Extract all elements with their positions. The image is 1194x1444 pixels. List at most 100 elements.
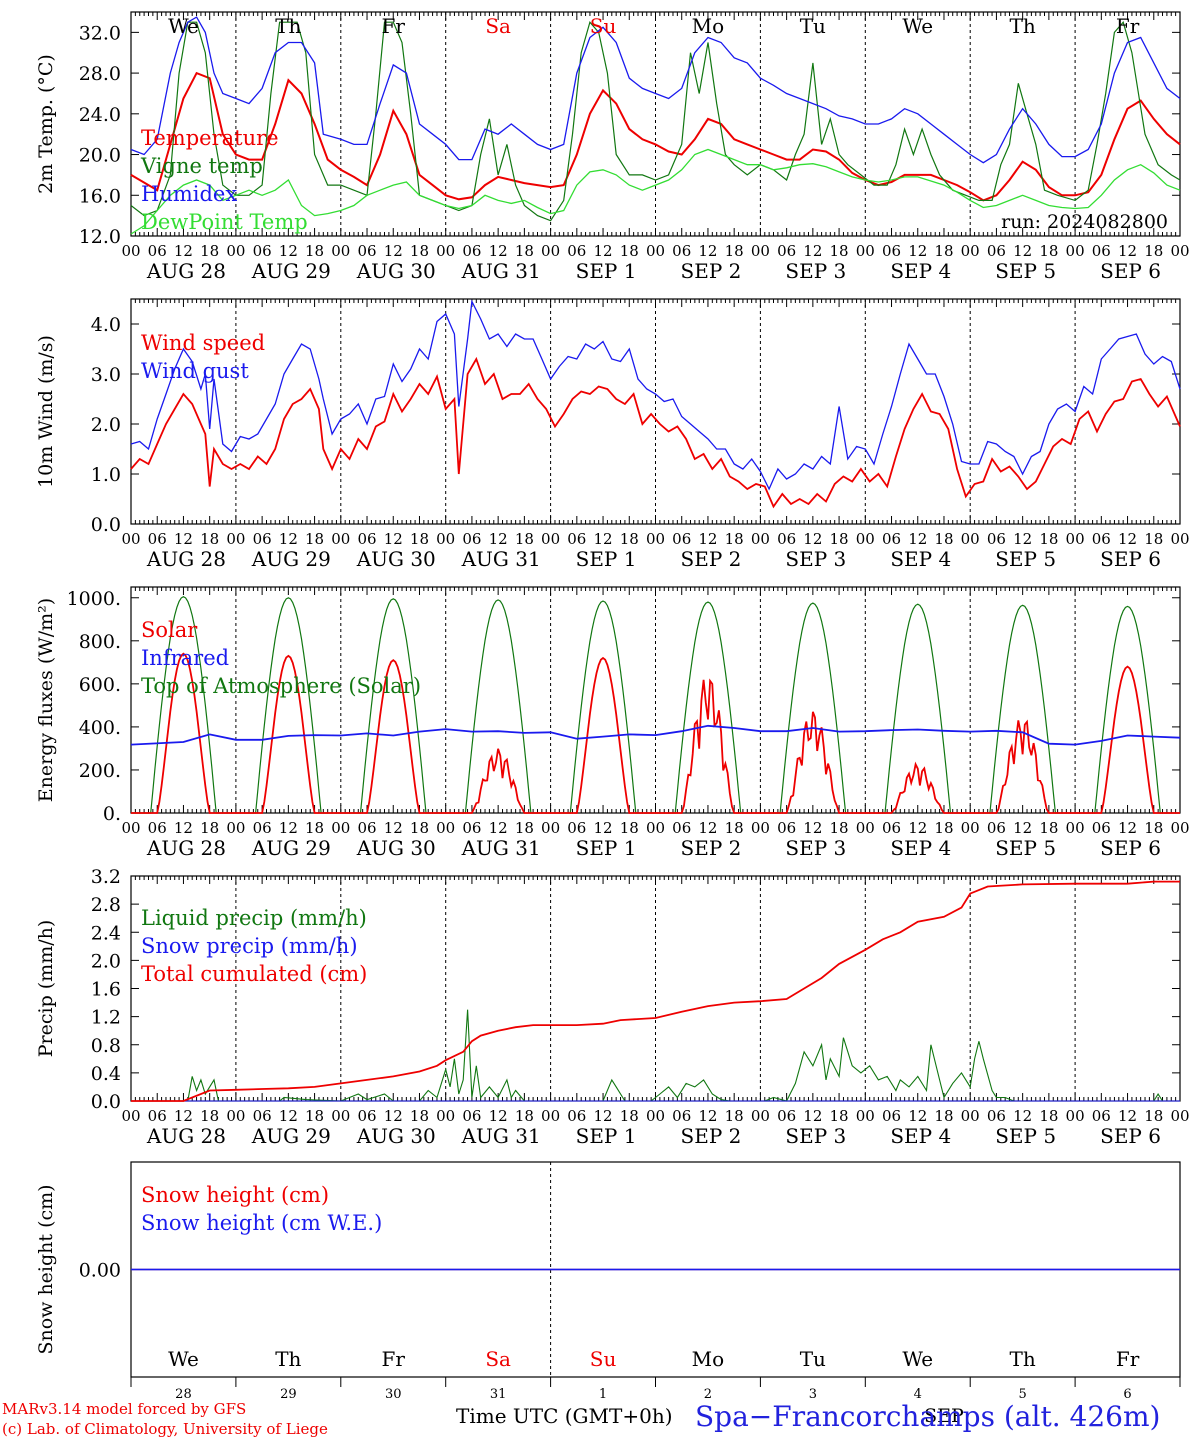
date-label: SEP 5	[995, 1124, 1056, 1148]
x-tick-label: 18	[515, 530, 534, 548]
x-tick-label: 18	[410, 242, 429, 260]
x-tick-label: 18	[830, 819, 849, 837]
x-tick-label: 00	[226, 242, 245, 260]
x-tick-label: 18	[620, 530, 639, 548]
date-label: SEP 3	[785, 1124, 846, 1148]
x-tick-label: 00	[1066, 530, 1085, 548]
x-tick-label: 06	[357, 819, 376, 837]
legend-entry: Vigne temp	[140, 154, 263, 178]
weekday-label: Fr	[1116, 14, 1140, 38]
x-tick-label: 18	[1039, 819, 1058, 837]
y-tick-label: 20.0	[79, 145, 121, 167]
day-number-label: 2	[704, 1387, 712, 1402]
x-tick-label: 00	[541, 819, 560, 837]
x-tick-label: 00	[331, 530, 350, 548]
x-tick-label: 12	[384, 242, 403, 260]
x-tick-label: 18	[934, 242, 953, 260]
x-tick-label: 06	[148, 1107, 167, 1125]
x-tick-label: 18	[200, 819, 219, 837]
x-tick-label: 00	[961, 819, 980, 837]
weekday-label: Su	[590, 1347, 617, 1371]
date-label: SEP 6	[1100, 547, 1161, 571]
legend-entry: Wind speed	[141, 331, 265, 355]
x-tick-label: 18	[620, 242, 639, 260]
weekday-label: Th	[275, 1347, 301, 1371]
x-tick-label: 18	[620, 1107, 639, 1125]
x-tick-label: 06	[462, 530, 481, 548]
weekday-label: Tu	[800, 1347, 826, 1371]
y-tick-label: 3.2	[91, 866, 121, 888]
x-tick-label: 06	[987, 530, 1006, 548]
x-tick-label: 12	[1013, 242, 1032, 260]
x-tick-label: 06	[567, 530, 586, 548]
x-tick-label: 06	[1092, 530, 1111, 548]
x-tick-label: 00	[121, 530, 140, 548]
x-tick-label: 00	[646, 819, 665, 837]
lab-credit: (c) Lab. of Climatology, University of L…	[2, 1420, 328, 1438]
y-tick-label: 2.4	[91, 922, 121, 944]
x-tick-label: 18	[725, 242, 744, 260]
x-tick-label: 18	[725, 530, 744, 548]
x-tick-label: 06	[672, 1107, 691, 1125]
x-tick-label: 06	[987, 1107, 1006, 1125]
x-tick-label: 18	[305, 530, 324, 548]
date-label: SEP 1	[576, 547, 637, 571]
x-tick-label: 06	[882, 242, 901, 260]
x-tick-label: 18	[830, 530, 849, 548]
x-tick-label: 06	[148, 242, 167, 260]
x-tick-label: 12	[803, 530, 822, 548]
x-tick-label: 12	[698, 819, 717, 837]
date-label: AUG 29	[251, 1124, 331, 1148]
x-tick-label: 18	[200, 530, 219, 548]
legend-entry: Total cumulated (cm)	[141, 962, 367, 986]
x-tick-label: 00	[646, 1107, 665, 1125]
x-tick-label: 18	[515, 242, 534, 260]
x-tick-label: 00	[856, 530, 875, 548]
legend-entry: Top of Atmosphere (Solar)	[141, 674, 421, 698]
weekday-label: Mo	[692, 14, 725, 38]
x-tick-label: 12	[1013, 819, 1032, 837]
x-tick-label: 06	[882, 819, 901, 837]
x-tick-label: 12	[174, 530, 193, 548]
x-tick-label: 06	[1092, 1107, 1111, 1125]
x-tick-label: 00	[541, 1107, 560, 1125]
y-tick-label: 200.	[79, 760, 121, 782]
date-label: AUG 30	[356, 259, 436, 283]
x-tick-label: 12	[1118, 242, 1137, 260]
y-axis-label: Snow height (cm)	[35, 1184, 57, 1354]
weekday-label: Sa	[485, 14, 511, 38]
weekday-label: Th	[1010, 14, 1036, 38]
legend-entry: Snow height (cm W.E.)	[141, 1211, 382, 1235]
weekday-label: We	[902, 14, 933, 38]
x-tick-label: 18	[830, 1107, 849, 1125]
x-tick-label: 00	[1066, 1107, 1085, 1125]
x-tick-label: 00	[751, 242, 770, 260]
x-tick-label: 12	[594, 242, 613, 260]
x-tick-label: 06	[148, 530, 167, 548]
y-tick-label: 0.0	[91, 1091, 121, 1113]
weekday-label: Sa	[485, 1347, 511, 1371]
x-tick-label: 00	[856, 1107, 875, 1125]
date-label: SEP 6	[1100, 1124, 1161, 1148]
x-tick-label: 00	[436, 819, 455, 837]
x-tick-label: 06	[253, 530, 272, 548]
weekday-label: Th	[275, 14, 301, 38]
series-line-wind-gust	[130, 299, 1181, 491]
x-tick-label: 18	[305, 819, 324, 837]
series-line-liquid-precip-mm-h-	[131, 1009, 1180, 1102]
date-label: AUG 29	[251, 547, 331, 571]
x-tick-label: 12	[279, 242, 298, 260]
x-tick-label: 00	[961, 1107, 980, 1125]
month-label: SEP	[924, 1405, 964, 1427]
x-tick-label: 12	[174, 1107, 193, 1125]
x-tick-label: 12	[384, 1107, 403, 1125]
day-number-label: 3	[809, 1387, 817, 1402]
legend-entry: Snow precip (mm/h)	[141, 934, 358, 958]
x-tick-label: 12	[279, 819, 298, 837]
date-label: SEP 2	[681, 259, 742, 283]
day-number-label: 6	[1123, 1387, 1131, 1402]
x-tick-label: 00	[1170, 242, 1189, 260]
run-label: run: 2024082800	[1001, 211, 1168, 233]
weekday-label: Fr	[1116, 1347, 1140, 1371]
